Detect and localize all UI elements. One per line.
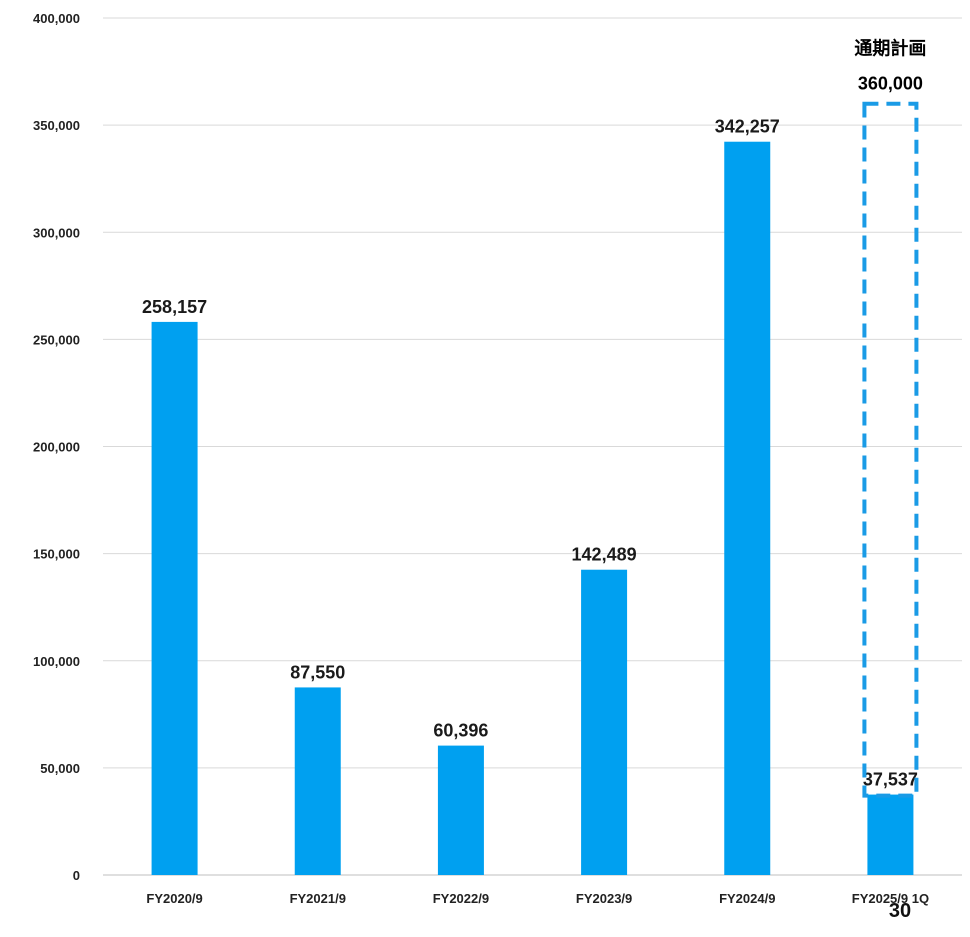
data-label: 142,489 [572,545,637,565]
x-tick-label: FY2023/9 [576,891,632,906]
bar [724,141,771,876]
plan-title: 通期計画 [854,38,926,59]
x-tick-label: FY2022/9 [433,891,489,906]
plan-value-label: 360,000 [858,74,923,94]
data-label: 37,537 [863,770,918,790]
y-tick-label: 350,000 [33,118,80,133]
y-tick-label: 150,000 [33,547,80,562]
page-number: 30 [888,900,912,922]
bar [151,321,198,875]
bar [294,687,341,875]
data-label: 60,396 [433,721,488,741]
y-tick-label: 50,000 [40,761,80,776]
x-tick-label: FY2020/9 [146,891,202,906]
y-tick-label: 250,000 [33,332,80,347]
x-tick-label: FY2025/9 1Q [852,891,929,906]
y-tick-label: 200,000 [33,440,80,455]
bar [581,569,628,875]
x-tick-label: FY2024/9 [719,891,775,906]
data-label: 258,157 [142,297,207,317]
bar [437,745,484,875]
data-label: 342,257 [715,117,780,137]
bar [867,794,914,875]
y-tick-label: 400,000 [33,11,80,26]
y-tick-label: 300,000 [33,225,80,240]
y-tick-label: 0 [73,868,80,883]
plan-outline [862,101,919,798]
data-label: 87,550 [290,662,345,682]
y-tick-label: 100,000 [33,654,80,669]
x-tick-label: FY2021/9 [290,891,346,906]
